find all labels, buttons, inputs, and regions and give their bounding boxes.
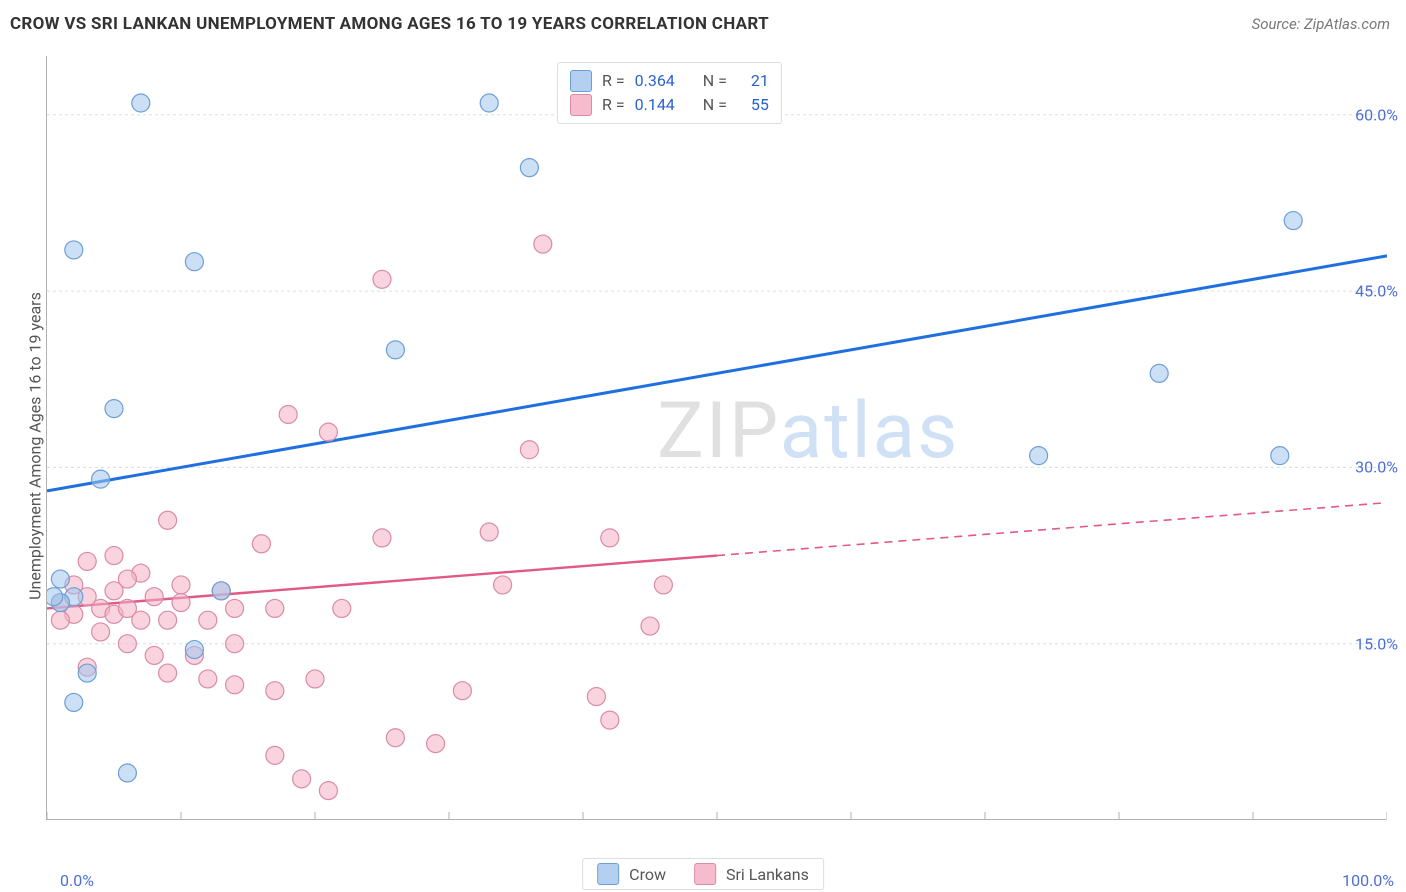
srilankan-point xyxy=(199,611,217,629)
srilankan-point xyxy=(319,782,337,800)
srilankan-point xyxy=(78,552,96,570)
srilankan-point xyxy=(145,588,163,606)
crow-point xyxy=(65,693,83,711)
crow-point xyxy=(1271,447,1289,465)
y-tick-label: 30.0% xyxy=(1355,458,1398,477)
srilankan-point xyxy=(534,235,552,253)
chart-title: CROW VS SRI LANKAN UNEMPLOYMENT AMONG AG… xyxy=(10,14,769,34)
y-tick-label: 45.0% xyxy=(1355,282,1398,301)
crow-point xyxy=(51,570,69,588)
r-label: R = xyxy=(602,69,625,93)
srilankan-swatch-icon xyxy=(570,94,592,116)
legend-srilankan-label: Sri Lankans xyxy=(726,865,809,884)
crow-swatch-icon xyxy=(570,70,592,92)
srilankan-point xyxy=(306,670,324,688)
srilankan-point xyxy=(118,635,136,653)
srilankan-point xyxy=(587,688,605,706)
srilankan-point xyxy=(118,570,136,588)
srilankan-point xyxy=(145,646,163,664)
srilankan-point xyxy=(105,547,123,565)
y-axis-label: Unemployment Among Ages 16 to 19 years xyxy=(25,292,44,600)
srilankan-point xyxy=(199,670,217,688)
header: CROW VS SRI LANKAN UNEMPLOYMENT AMONG AG… xyxy=(10,14,1390,34)
srilankan-point xyxy=(520,441,538,459)
srilankan-point xyxy=(641,617,659,635)
crow-point xyxy=(105,400,123,418)
plot-svg xyxy=(47,56,1387,820)
srilankan-point xyxy=(494,576,512,594)
srilankan-point xyxy=(480,523,498,541)
crow-point xyxy=(118,764,136,782)
srilankan-point xyxy=(601,529,619,547)
crow-point xyxy=(520,159,538,177)
source-name: ZipAtlas.com xyxy=(1304,15,1390,33)
srilankan-point xyxy=(319,423,337,441)
crow-point xyxy=(78,664,96,682)
srilankan-point xyxy=(386,729,404,747)
srilankan-point xyxy=(172,594,190,612)
srilankan-point xyxy=(266,746,284,764)
stats-legend: R = 0.364 N = 21 R = 0.144 N = 55 xyxy=(557,62,782,124)
crow-point xyxy=(1030,447,1048,465)
legend-crow-label: Crow xyxy=(629,865,666,884)
srilankan-point xyxy=(226,676,244,694)
srilankan-point xyxy=(51,611,69,629)
y-tick-label: 15.0% xyxy=(1355,634,1398,653)
crow-point xyxy=(185,253,203,271)
source-credit: Source: ZipAtlas.com xyxy=(1252,15,1390,33)
crow-point xyxy=(92,470,110,488)
crow-point xyxy=(47,588,63,606)
srilankan-point xyxy=(373,529,391,547)
source-prefix: Source: xyxy=(1252,15,1304,33)
crow-point xyxy=(1284,212,1302,230)
srilankan-point xyxy=(293,770,311,788)
srilankan-point xyxy=(266,599,284,617)
crow-swatch-icon xyxy=(597,863,619,885)
srilankan-point xyxy=(159,611,177,629)
srilankan-point xyxy=(453,682,471,700)
crow-point xyxy=(386,341,404,359)
stats-row-crow: R = 0.364 N = 21 xyxy=(570,69,769,93)
crow-point xyxy=(185,641,203,659)
srilankan-point xyxy=(427,735,445,753)
legend-item-crow: Crow xyxy=(597,863,666,885)
srilankan-r-value: 0.144 xyxy=(635,93,675,117)
y-tick-label: 60.0% xyxy=(1355,105,1398,124)
crow-n-value: 21 xyxy=(751,69,769,93)
srilankan-point xyxy=(226,635,244,653)
srilankan-point xyxy=(252,535,270,553)
srilankan-n-value: 55 xyxy=(751,93,769,117)
srilankan-point xyxy=(333,599,351,617)
scatter-plot: ZIPatlas R = 0.364 N = 21 R = 0.144 N = … xyxy=(46,56,1386,820)
srilankan-point xyxy=(266,682,284,700)
x-tick-min: 0.0% xyxy=(60,871,94,890)
srilankan-point xyxy=(172,576,190,594)
srilankan-point xyxy=(226,599,244,617)
srilankan-point xyxy=(601,711,619,729)
n-label2: N = xyxy=(703,93,727,117)
crow-point xyxy=(1150,364,1168,382)
r-label2: R = xyxy=(602,93,625,117)
x-tick-max: 100.0% xyxy=(1342,871,1394,890)
crow-point xyxy=(480,94,498,112)
series-legend: Crow Sri Lankans xyxy=(582,858,824,890)
srilankan-point xyxy=(279,405,297,423)
srilankan-point xyxy=(159,664,177,682)
chart-container: CROW VS SRI LANKAN UNEMPLOYMENT AMONG AG… xyxy=(0,0,1406,892)
srilankan-point xyxy=(654,576,672,594)
srilankan-point xyxy=(373,270,391,288)
srilankan-point xyxy=(159,511,177,529)
stats-row-srilankan: R = 0.144 N = 55 xyxy=(570,93,769,117)
crow-point xyxy=(212,582,230,600)
crow-point xyxy=(132,94,150,112)
srilankan-point xyxy=(92,623,110,641)
crow-r-value: 0.364 xyxy=(635,69,675,93)
legend-item-srilankan: Sri Lankans xyxy=(694,863,809,885)
n-label: N = xyxy=(703,69,727,93)
srilankan-point xyxy=(132,611,150,629)
srilankan-swatch-icon xyxy=(694,863,716,885)
crow-point xyxy=(65,241,83,259)
